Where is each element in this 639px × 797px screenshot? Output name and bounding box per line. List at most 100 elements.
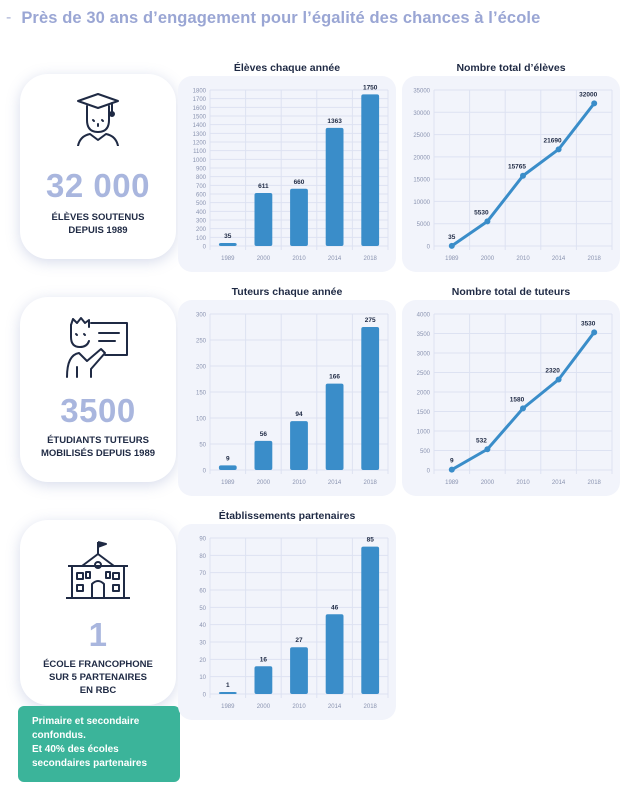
- x-tick-label: 2010: [516, 480, 530, 486]
- chart-eleves-annee: Élèves chaque année 0 100 200 300 400 500 600 7…: [178, 62, 396, 274]
- caption-line: ÉLÈVES SOUTENUS: [51, 212, 145, 223]
- ecole-number: 1: [88, 616, 108, 653]
- data-label: 9: [450, 458, 454, 465]
- x-tick-label: 2018: [588, 480, 602, 486]
- x-tick-label: 2010: [292, 704, 306, 710]
- y-tick-label: 60: [199, 589, 206, 595]
- data-label: 1580: [510, 396, 525, 403]
- x-tick-label: 1989: [221, 256, 235, 262]
- note-line: Et 40% des écoles: [32, 744, 119, 755]
- y-tick-label: 1800: [193, 89, 207, 95]
- bar: [218, 692, 237, 694]
- point: [448, 466, 455, 473]
- y-tick-label: 10: [199, 675, 206, 681]
- stat-card-tuteurs: 3500 ÉTUDIANTS TUTEURS MOBILISÉS DEPUIS …: [20, 297, 176, 482]
- caption-line: MOBILISÉS DEPUIS 1989: [40, 448, 156, 459]
- data-label: 56: [260, 431, 268, 438]
- y-tick-label: 800: [196, 175, 207, 181]
- x-tick-label: 2000: [257, 256, 271, 262]
- y-tick-label: 100: [196, 236, 207, 242]
- chart-etablissements: Établissements partenaires 0 10 20 30 40 50 60…: [178, 510, 396, 722]
- data-label: 15765: [508, 164, 526, 171]
- chart-tuteurs-annee: Tuteurs chaque année 0 50 100 150 200 250 300 1…: [178, 286, 396, 498]
- stat-card-ecole: 1 ÉCOLE FRANCOPHONE SUR 5 PARTENAIRES EN…: [20, 520, 176, 705]
- data-label: 1750: [363, 84, 378, 91]
- y-tick-label: 200: [196, 227, 207, 233]
- x-tick-label: 2018: [364, 256, 378, 262]
- point: [448, 242, 455, 249]
- bar: [254, 440, 273, 470]
- y-tick-label: 150: [196, 391, 207, 397]
- y-tick-label: 0: [203, 693, 207, 699]
- y-tick-label: 250: [196, 339, 207, 345]
- chart-eleves-total: Nombre total d’élèves 0 5000 10000 15000 200…: [402, 62, 620, 274]
- y-tick-label: 0: [203, 469, 207, 475]
- tuteurs-total-number: 3500: [60, 392, 136, 429]
- y-tick-label: 20000: [413, 155, 430, 161]
- x-tick-label: 2000: [481, 480, 495, 486]
- point: [520, 405, 526, 412]
- x-tick-label: 2000: [257, 480, 271, 486]
- chart-title: Tuteurs chaque année: [231, 286, 343, 298]
- y-tick-label: 1500: [417, 410, 431, 416]
- y-tick-label: 200: [196, 365, 207, 371]
- x-tick-label: 2018: [588, 256, 602, 262]
- data-label: 5530: [474, 209, 489, 216]
- point: [555, 376, 562, 383]
- y-tick-label: 0: [427, 245, 431, 251]
- x-tick-label: 2010: [516, 256, 530, 262]
- y-tick-label: 500: [196, 201, 207, 207]
- x-tick-label: 2014: [328, 480, 342, 486]
- y-tick-label: 300: [196, 313, 207, 319]
- point: [484, 446, 491, 453]
- graduate-student-icon: [74, 90, 122, 147]
- y-tick-label: 5000: [417, 222, 431, 228]
- y-tick-label: 700: [196, 184, 207, 190]
- bar: [254, 193, 273, 246]
- y-tick-label: 1200: [193, 141, 207, 147]
- bar: [290, 188, 308, 246]
- x-tick-label: 2010: [292, 256, 306, 262]
- y-tick-label: 1100: [193, 149, 207, 155]
- data-label: 46: [331, 604, 339, 611]
- eleves-total-number: 32 000: [46, 167, 150, 204]
- chart-svg: 0 500 1000 1500 2000 2500 3000 3500 4000 1989 2000…: [417, 313, 613, 486]
- data-label: 166: [329, 374, 340, 381]
- chart-title: Nombre total d’élèves: [456, 62, 566, 74]
- header-dash: -: [6, 9, 12, 26]
- x-tick-label: 2010: [292, 480, 306, 486]
- data-label: 1363: [327, 118, 342, 125]
- y-tick-label: 4000: [417, 313, 431, 319]
- data-label: 2320: [545, 368, 560, 375]
- stat-card-eleves: 32 000 ÉLÈVES SOUTENUS DEPUIS 1989: [20, 74, 176, 259]
- y-tick-label: 20: [199, 658, 206, 664]
- x-tick-label: 2014: [328, 256, 342, 262]
- school-building-icon: [64, 540, 132, 602]
- y-tick-label: 2500: [417, 371, 431, 377]
- caption-line: DEPUIS 1989: [68, 225, 128, 236]
- page-title: Près de 30 ans d’engagement pour l’égali…: [21, 8, 541, 27]
- y-tick-label: 1500: [193, 115, 207, 121]
- chart-title: Nombre total de tuteurs: [451, 286, 571, 298]
- y-tick-label: 1600: [193, 106, 207, 112]
- point: [520, 172, 526, 179]
- y-tick-label: 500: [420, 449, 431, 455]
- bar: [254, 666, 273, 694]
- point: [591, 329, 598, 336]
- y-tick-label: 100: [196, 417, 207, 423]
- caption-line: EN RBC: [79, 685, 117, 696]
- y-tick-label: 25000: [413, 133, 430, 139]
- y-tick-label: 15000: [413, 178, 430, 184]
- y-tick-label: 1000: [417, 430, 431, 436]
- y-tick-label: 3500: [417, 332, 431, 338]
- eleves-caption: ÉLÈVES SOUTENUS DEPUIS 1989: [26, 211, 170, 237]
- data-label: 16: [260, 656, 268, 663]
- data-label: 3530: [581, 320, 596, 327]
- y-tick-label: 50: [199, 443, 206, 449]
- data-label: 85: [367, 537, 375, 544]
- y-tick-label: 1000: [193, 158, 207, 164]
- data-label: 35: [448, 234, 456, 241]
- y-tick-label: 30000: [413, 111, 430, 117]
- x-tick-label: 2014: [552, 480, 566, 486]
- y-tick-label: 300: [196, 219, 207, 225]
